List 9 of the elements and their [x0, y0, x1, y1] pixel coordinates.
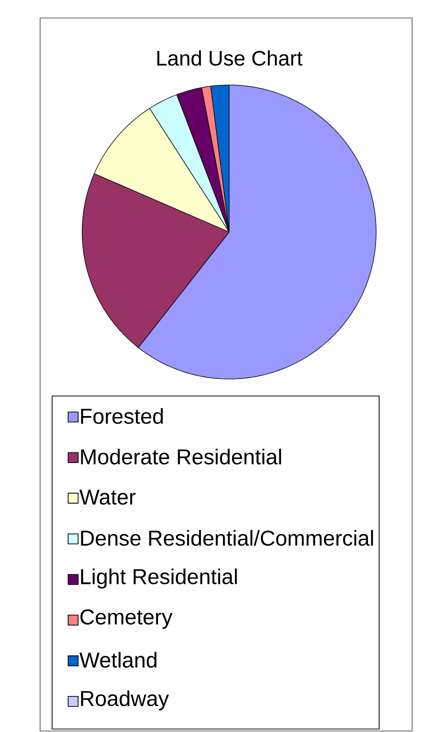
legend-label: Roadway [81, 690, 169, 710]
legend-label: Light Residential [81, 568, 237, 589]
legend-label: Dense Residential/Commercial [81, 530, 373, 546]
legend-label: Water [79, 490, 136, 505]
legend-label: Moderate Residential [81, 448, 281, 464]
legend-label: Forested [81, 408, 163, 424]
chart-title: Land Use Chart [157, 50, 302, 66]
legend-label: Wetland [79, 652, 156, 668]
legend-label: Cemetery [80, 609, 172, 629]
